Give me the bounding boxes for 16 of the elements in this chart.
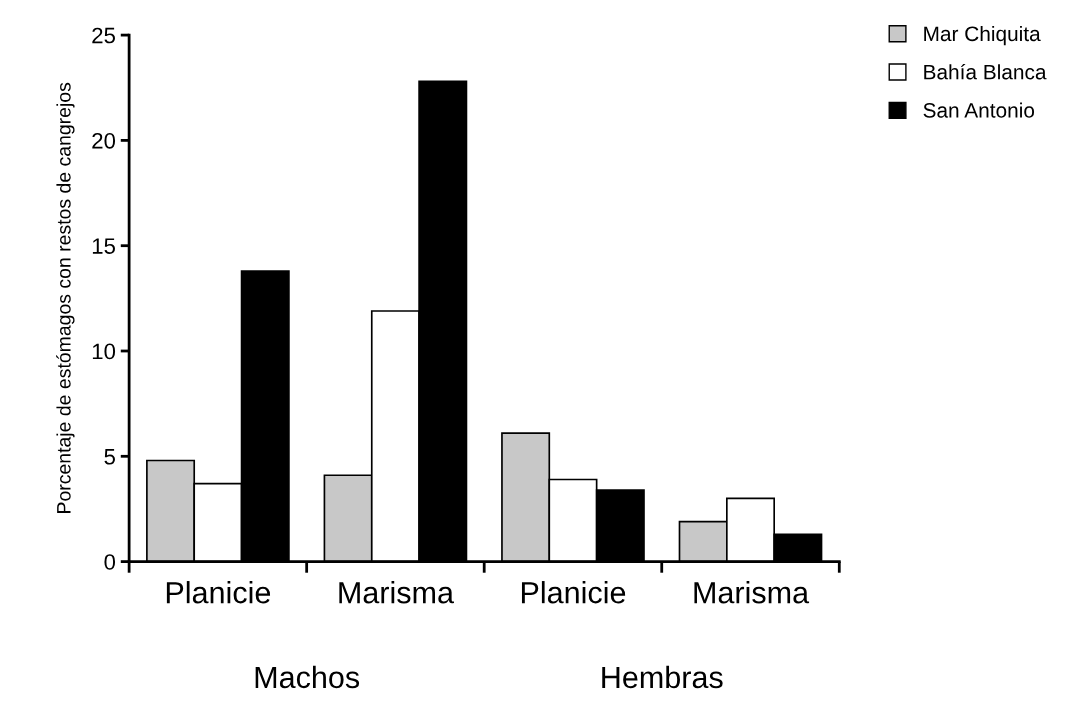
x-tick-label: Marisma: [339, 581, 454, 604]
legend-label: Mar Chiquita: [924, 25, 1041, 46]
y-tick-label: 25: [92, 27, 115, 44]
y-tick-label: 5: [104, 449, 115, 465]
x-tick-label: Marisma: [694, 581, 810, 604]
x-tick-label: Planicie: [521, 581, 626, 604]
legend-label: Bahía Blanca: [924, 63, 1047, 80]
y-tick-label: 15: [92, 238, 115, 254]
legend-label: San Antonio: [923, 102, 1035, 118]
text: Hembras: [602, 665, 723, 689]
y-tick-label: 0: [104, 554, 116, 570]
y-tick-label: 10: [92, 343, 116, 360]
x-tick-label: Planicie: [166, 581, 271, 604]
text: Machos: [255, 665, 360, 689]
y-tick-label: 20: [92, 132, 116, 149]
y-axis-title: Porcentaje de estómagos con restos de cangrejos: [56, 82, 75, 513]
